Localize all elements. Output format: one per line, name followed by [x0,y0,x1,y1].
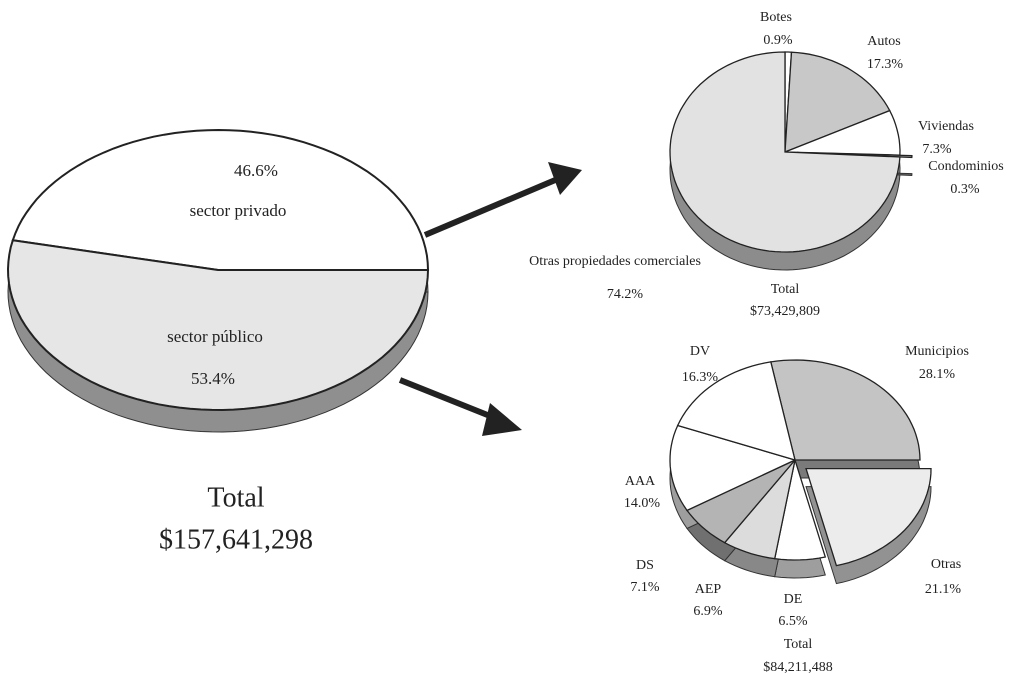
slice [676,361,796,461]
slice-value: 53.4% [191,369,235,388]
slice [784,109,901,156]
slice-label: Autos [867,34,900,49]
arrow-head [548,162,582,195]
total-label: $84,211,488 [763,660,832,675]
slice-value: 46.6% [234,161,278,180]
slice-value: 6.9% [693,604,723,619]
slice-value: 21.1% [925,582,962,597]
arrow [398,377,502,423]
slice-label: Condominios [928,159,1003,174]
slice-label: Otras [931,557,961,572]
slice [723,459,796,560]
arrows [398,162,582,436]
slice-value: 7.1% [630,580,660,595]
slice [669,424,797,512]
arrow [423,175,562,238]
slice [669,51,901,253]
slice-value: 0.9% [763,33,793,48]
slice-value: 0.3% [950,182,980,197]
slice-label: AEP [695,582,722,597]
slice-label: Municipios [905,344,969,359]
slice-label: AAA [625,474,656,489]
total-label: Total [771,282,800,297]
total-label: Total [207,482,264,513]
slice-label: sector privado [190,201,287,220]
arrow-head [482,403,522,436]
slice-value: 16.3% [682,370,719,385]
slice-value: 74.2% [607,287,644,302]
slice [11,128,430,271]
slice [805,467,932,567]
total-label: Total [784,637,813,652]
slice-label: DV [690,344,710,359]
slice-label: sector público [167,327,263,346]
slice-value: 7.3% [922,142,952,157]
slice [784,51,891,153]
slice-label: Viviendas [918,119,974,134]
slice-value: 28.1% [919,367,956,382]
slice [773,457,827,561]
total-label: $73,429,809 [750,304,820,319]
slice [6,239,430,412]
slice-label: DS [636,558,654,573]
slice-label: Botes [760,10,792,25]
slice-value: 14.0% [624,496,661,511]
total-label: $157,641,298 [159,524,313,555]
slice [685,459,796,544]
slice-value: 17.3% [867,57,904,72]
slice-label: DE [784,592,803,607]
slice-label: Otras propiedades comerciales [529,254,701,269]
slice-value: 6.5% [778,614,808,629]
slice [769,359,921,461]
